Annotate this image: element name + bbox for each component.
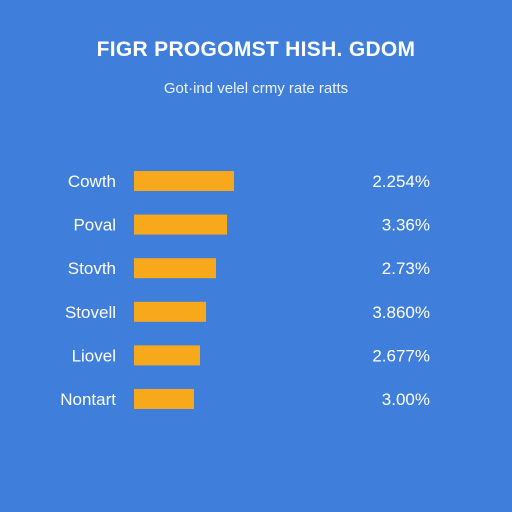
bar bbox=[134, 171, 234, 191]
value-label: 3.00% bbox=[382, 390, 430, 409]
value-label: 2.73% bbox=[382, 259, 430, 278]
value-label: 3.860% bbox=[372, 303, 430, 322]
value-label: 2.677% bbox=[372, 346, 430, 365]
category-label: Stovth bbox=[68, 259, 116, 278]
category-label: Cowth bbox=[68, 172, 116, 191]
chart-title: FIGR PROGOMST HISH. GDOM bbox=[96, 38, 416, 61]
category-label: Liovel bbox=[72, 346, 116, 365]
bar bbox=[134, 301, 206, 322]
bar bbox=[134, 389, 194, 409]
category-label: Poval bbox=[73, 216, 116, 235]
category-label: Nontart bbox=[60, 390, 116, 409]
value-label: 2.254% bbox=[372, 172, 430, 191]
bar bbox=[134, 214, 227, 235]
bar bbox=[134, 345, 200, 366]
bar bbox=[134, 258, 216, 279]
value-label: 3.36% bbox=[382, 216, 430, 235]
chart-subtitle: Got·ind velel crmy rate ratts bbox=[163, 80, 349, 97]
category-label: Stovell bbox=[65, 303, 116, 322]
